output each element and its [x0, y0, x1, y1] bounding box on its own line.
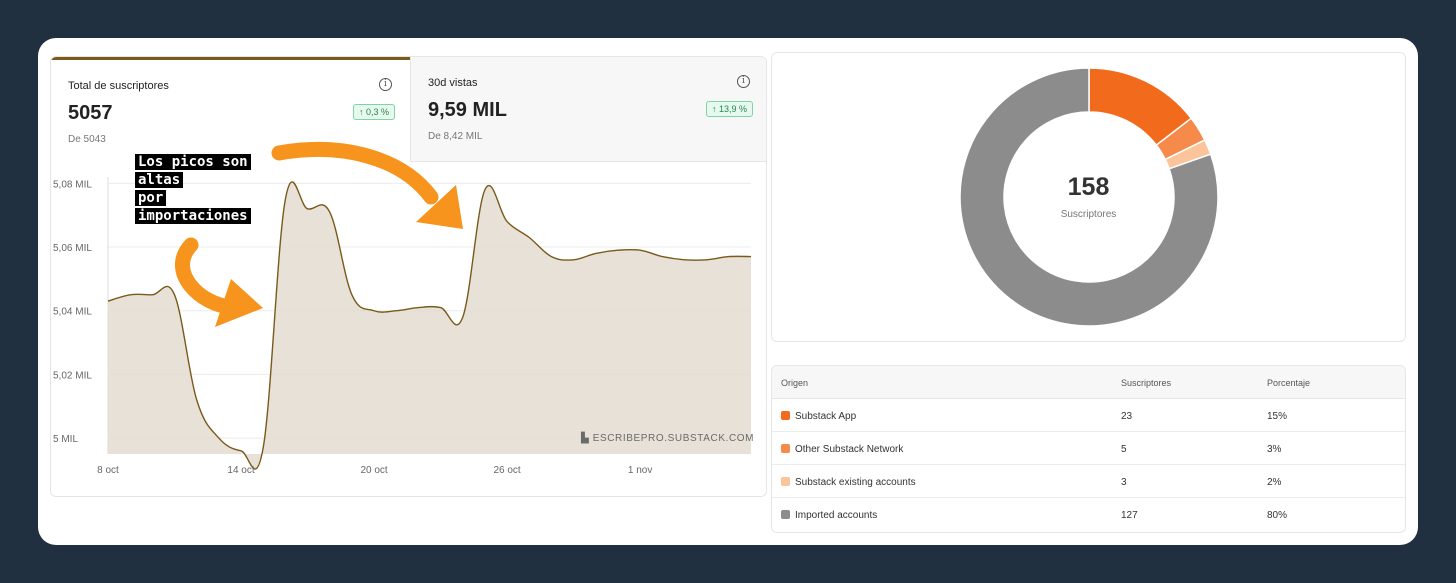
row-percentage: 3%: [1267, 444, 1282, 455]
x-tick-label: 26 oct: [493, 465, 520, 476]
x-tick-label: 14 oct: [227, 465, 254, 476]
watermark-text: ESCRIBEPRO.SUBSTACK.COM: [592, 433, 755, 444]
annotation-arrowhead-left: [215, 279, 263, 327]
badge-value: 0,3 %: [365, 107, 389, 117]
subscriber-chart-panel: Total de suscriptores i 5057 ↑ 0,3 % De …: [50, 56, 767, 497]
annotation-arrowhead-right: [416, 185, 463, 229]
y-tick-label: 5,02 MIL: [53, 370, 92, 381]
bookmark-icon: ▙: [581, 433, 590, 444]
row-subscribers: 23: [1121, 411, 1133, 422]
stat-previous: De 5043: [68, 134, 106, 145]
annotation-arrow-left: [175, 237, 239, 315]
donut-segment-imported-accounts[interactable]: [959, 67, 1219, 327]
table-row: Substack existing accounts 3 2%: [772, 465, 1405, 498]
row-subscribers: 5: [1121, 444, 1127, 455]
legend-swatch: [781, 510, 790, 519]
stat-label: Total de suscriptores: [68, 80, 169, 92]
annotation-callout: Los picos son altas por importaciones: [135, 153, 251, 225]
annotation-arrows: [175, 142, 463, 327]
row-subscribers: 3: [1121, 477, 1127, 488]
arrow-up-icon: ↑: [711, 104, 717, 114]
header-percentage[interactable]: Porcentaje: [1267, 378, 1311, 388]
legend-swatch: [781, 477, 790, 486]
x-tick-label: 20 oct: [360, 465, 387, 476]
annotation-line: por: [135, 190, 167, 206]
x-tick-label: 8 oct: [97, 465, 119, 476]
legend-swatch: [781, 444, 790, 453]
row-percentage: 80%: [1267, 510, 1288, 521]
row-subscribers: 127: [1121, 510, 1138, 521]
annotation-line: importaciones: [135, 208, 251, 224]
table-row: Other Substack Network 5 3%: [772, 432, 1405, 465]
row-percentage: 2%: [1267, 477, 1282, 488]
row-origin: Other Substack Network: [795, 444, 904, 455]
row-origin: Substack existing accounts: [795, 477, 916, 488]
subscriber-line-chart: 5,08 MIL 5,06 MIL 5,04 MIL 5,02 MIL 5 MIL 8 o…: [53, 142, 752, 476]
growth-badge: ↑ 13,9 %: [705, 101, 753, 117]
x-tick-label: 1 nov: [628, 465, 652, 476]
donut-caption: Suscriptores: [1060, 209, 1117, 220]
stat-value: 5057: [68, 102, 113, 124]
chart-line: [107, 181, 752, 470]
header-subscribers[interactable]: Suscriptores: [1121, 378, 1172, 388]
table-row: Substack App 23 15%: [772, 399, 1405, 432]
y-tick-label: 5,08 MIL: [53, 179, 92, 190]
sources-table: Origen Suscriptores Porcentaje Substack …: [771, 365, 1406, 533]
y-tick-label: 5,06 MIL: [53, 243, 92, 254]
stat-total-subscribers[interactable]: Total de suscriptores i 5057 ↑ 0,3 % De …: [51, 57, 410, 162]
dashboard-card: Total de suscriptores i 5057 ↑ 0,3 % De …: [38, 38, 1418, 545]
stat-label: 30d vistas: [428, 77, 478, 89]
growth-badge: ↑ 0,3 %: [352, 104, 395, 120]
badge-value: 13,9 %: [718, 104, 747, 114]
chart-area: [108, 181, 751, 470]
annotation-line: altas: [135, 172, 184, 188]
stat-previous: De 8,42 MIL: [428, 131, 483, 142]
annotation-arrow-right: [271, 142, 439, 205]
donut-panel: 158 Suscriptores: [771, 52, 1406, 342]
table-header: Origen Suscriptores Porcentaje: [772, 366, 1405, 399]
sources-donut-chart: [959, 67, 1219, 327]
info-icon[interactable]: i: [379, 78, 392, 91]
stat-value: 9,59 MIL: [428, 99, 507, 121]
row-origin: Imported accounts: [795, 510, 878, 521]
header-origin[interactable]: Origen: [781, 378, 809, 388]
row-percentage: 15%: [1267, 411, 1288, 422]
watermark: ▙ ESCRIBEPRO.SUBSTACK.COM: [581, 433, 754, 444]
arrow-up-icon: ↑: [358, 107, 364, 117]
info-icon[interactable]: i: [737, 75, 750, 88]
table-row: Imported accounts 127 80%: [772, 498, 1405, 531]
legend-swatch: [781, 411, 790, 420]
y-tick-label: 5,04 MIL: [53, 307, 92, 318]
row-origin: Substack App: [795, 411, 857, 422]
stat-30d-views[interactable]: 30d vistas i 9,59 MIL ↑ 13,9 % De 8,42 M…: [410, 57, 766, 162]
y-tick-label: 5 MIL: [53, 434, 78, 445]
donut-total: 158: [1067, 173, 1110, 201]
annotation-line: Los picos son: [135, 154, 251, 170]
